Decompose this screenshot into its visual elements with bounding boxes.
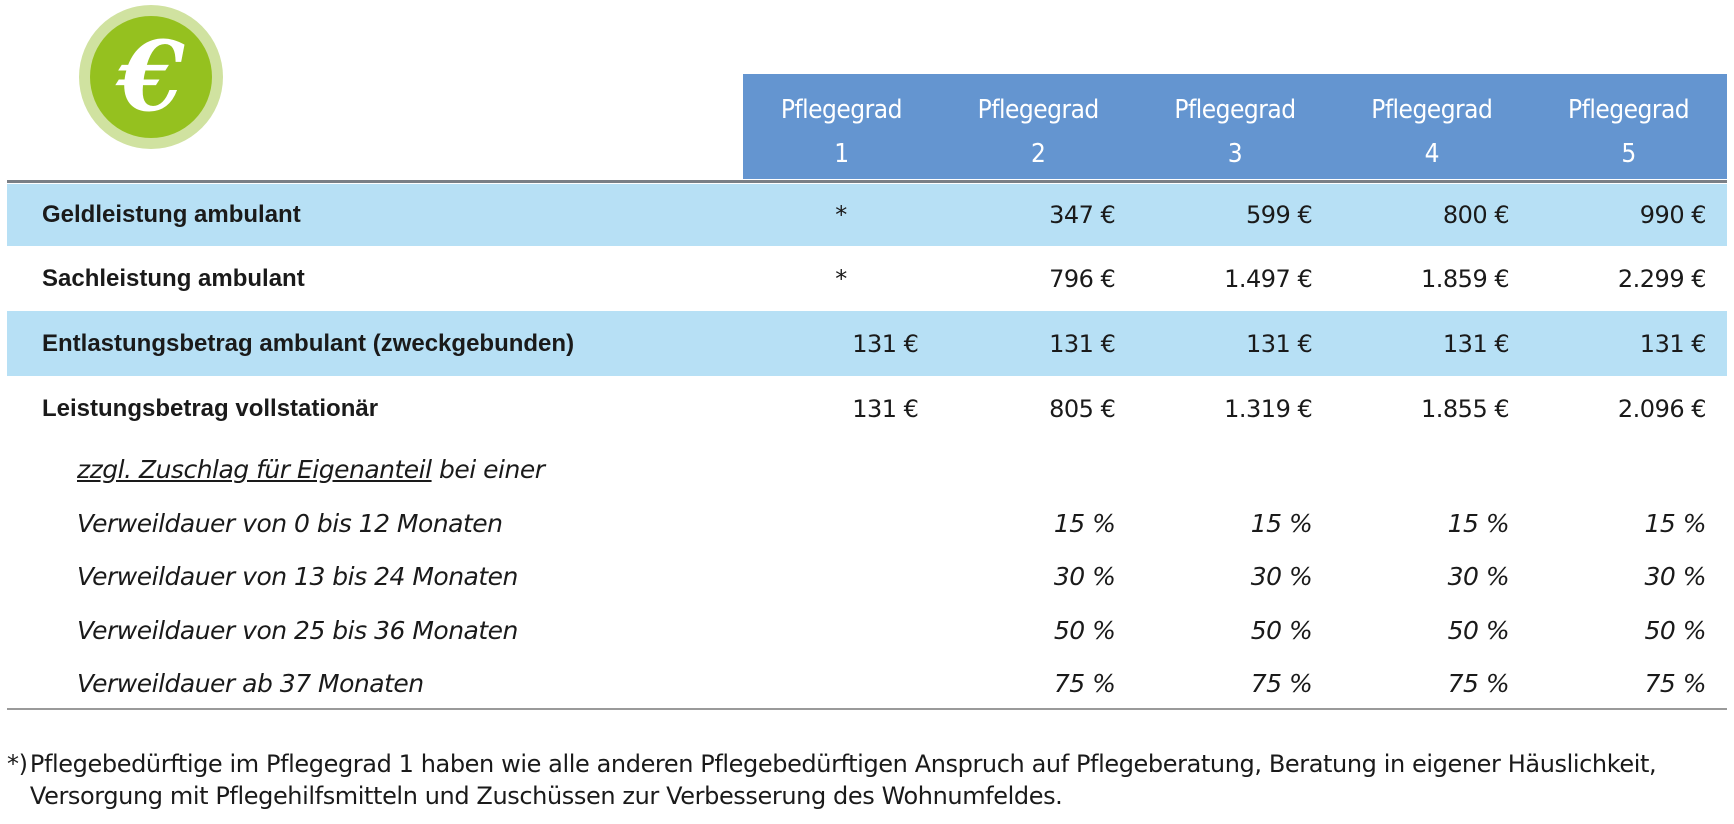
- supplement-label: Verweildauer von 0 bis 12 Monaten: [77, 508, 503, 538]
- row-value: 131 €: [1049, 329, 1116, 358]
- footnote-mark: *): [7, 750, 28, 778]
- header-line2: 2: [1031, 139, 1046, 169]
- row-label: Sachleistung ambulant: [42, 264, 305, 292]
- supplement-label: Verweildauer ab 37 Monaten: [77, 669, 424, 698]
- table-row: Geldleistung ambulant * 347 € 599 € 800 € 990…: [7, 184, 1727, 246]
- header-line1: Pflegegrad: [1174, 95, 1296, 125]
- supplement-value: 75 %: [1644, 669, 1707, 698]
- supplement-intro: zzgl. Zuschlag für Eigenanteil bei einer: [7, 452, 1727, 486]
- footnote-text: Pflegebedürftige im Pflegegrad 1 haben w…: [29, 750, 1657, 810]
- table-row: Entlastungsbetrag ambulant (zweckgebunde…: [7, 311, 1727, 376]
- header-line1: Pflegegrad: [1568, 95, 1690, 125]
- row-value: *: [835, 264, 847, 293]
- divider-top: [7, 180, 1727, 183]
- supplement-value: 50 %: [1447, 615, 1510, 645]
- row-value: 131 €: [852, 395, 919, 423]
- supplement-row: Verweildauer von 0 bis 12 Monaten 15 % 15 …: [7, 506, 1727, 540]
- supplement-value: 15 %: [1447, 508, 1510, 538]
- supplement-value: 30 %: [1447, 562, 1510, 591]
- table-row: Leistungsbetrag vollstationär 131 € 805 € 1…: [7, 376, 1727, 442]
- table-row: Sachleistung ambulant * 796 € 1.497 € 1.859 …: [7, 246, 1727, 311]
- row-value: 2.096 €: [1617, 395, 1707, 423]
- supplement-value: 15 %: [1053, 508, 1116, 538]
- supplement-value: 30 %: [1644, 562, 1707, 591]
- supplement-value: 30 %: [1053, 562, 1116, 591]
- euro-symbol: €: [90, 16, 212, 138]
- supplement-value: 15 %: [1250, 508, 1313, 538]
- supplement-value: 75 %: [1250, 669, 1313, 698]
- header-line1: Pflegegrad: [1371, 95, 1493, 125]
- row-value: 800 €: [1442, 201, 1510, 229]
- header-line1: Pflegegrad: [780, 95, 903, 125]
- header-line2: 4: [1424, 139, 1440, 169]
- row-value: 990 €: [1639, 201, 1707, 229]
- supplement-intro-text: zzgl. Zuschlag für Eigenanteil bei einer: [7, 455, 743, 484]
- header-line1: Pflegegrad: [977, 95, 1100, 125]
- supplement-intro-rest: bei einer: [431, 454, 545, 484]
- supplement-label: Verweildauer von 13 bis 24 Monaten: [77, 562, 518, 591]
- row-value: 1.497 €: [1224, 264, 1313, 293]
- row-value: *: [835, 201, 847, 229]
- supplement-label: Verweildauer von 25 bis 36 Monaten: [77, 615, 518, 645]
- row-value: 131 €: [1246, 329, 1313, 358]
- row-label: Leistungsbetrag vollstationär: [42, 395, 379, 422]
- header-line2: 1: [834, 139, 849, 169]
- row-value: 805 €: [1049, 395, 1116, 423]
- row-value: 1.855 €: [1421, 395, 1510, 423]
- row-value: 347 €: [1049, 201, 1116, 229]
- euro-logo-icon: €: [79, 5, 223, 149]
- supplement-value: 50 %: [1053, 615, 1116, 645]
- row-value: 131 €: [852, 329, 919, 358]
- supplement-intro-underlined: zzgl. Zuschlag für Eigenanteil: [77, 454, 432, 484]
- supplement-value: 50 %: [1250, 615, 1313, 645]
- header-line2: 5: [1621, 139, 1636, 169]
- row-value: 2.299 €: [1617, 264, 1707, 293]
- row-value: 1.859 €: [1421, 264, 1510, 293]
- row-label: Geldleistung ambulant: [42, 201, 301, 228]
- supplement-value: 75 %: [1447, 669, 1510, 698]
- supplement-value: 30 %: [1250, 562, 1313, 591]
- table-header: Pflegegrad 1 Pflegegrad 2 Pflegegrad 3 Pflegeg…: [743, 74, 1727, 179]
- header-pflegegrad-3: Pflegegrad 3: [1137, 74, 1334, 179]
- header-pflegegrad-1: Pflegegrad 1: [743, 74, 940, 179]
- supplement-value: 15 %: [1644, 508, 1707, 538]
- supplement-value: 75 %: [1053, 669, 1116, 698]
- supplement-row: Verweildauer von 25 bis 36 Monaten 50 % 50…: [7, 613, 1727, 647]
- divider-bottom: [7, 708, 1727, 710]
- supplement-value: 50 %: [1644, 615, 1707, 645]
- header-pflegegrad-5: Pflegegrad 5: [1530, 74, 1727, 179]
- row-value: 1.319 €: [1224, 395, 1313, 423]
- footnote: *) Pflegebedürftige im Pflegegrad 1 habe…: [7, 748, 1727, 812]
- supplement-row: Verweildauer ab 37 Monaten 75 % 75 % 75 % 75…: [7, 667, 1727, 701]
- header-line2: 3: [1227, 139, 1243, 169]
- supplement-row: Verweildauer von 13 bis 24 Monaten 30 % 30…: [7, 560, 1727, 594]
- row-value: 796 €: [1049, 264, 1116, 293]
- header-pflegegrad-2: Pflegegrad 2: [940, 74, 1137, 179]
- row-value: 599 €: [1246, 201, 1313, 229]
- row-value: 131 €: [1442, 329, 1510, 358]
- row-label: Entlastungsbetrag ambulant (zweckgebunde…: [42, 329, 575, 357]
- row-value: 131 €: [1639, 329, 1707, 358]
- header-pflegegrad-4: Pflegegrad 4: [1333, 74, 1530, 179]
